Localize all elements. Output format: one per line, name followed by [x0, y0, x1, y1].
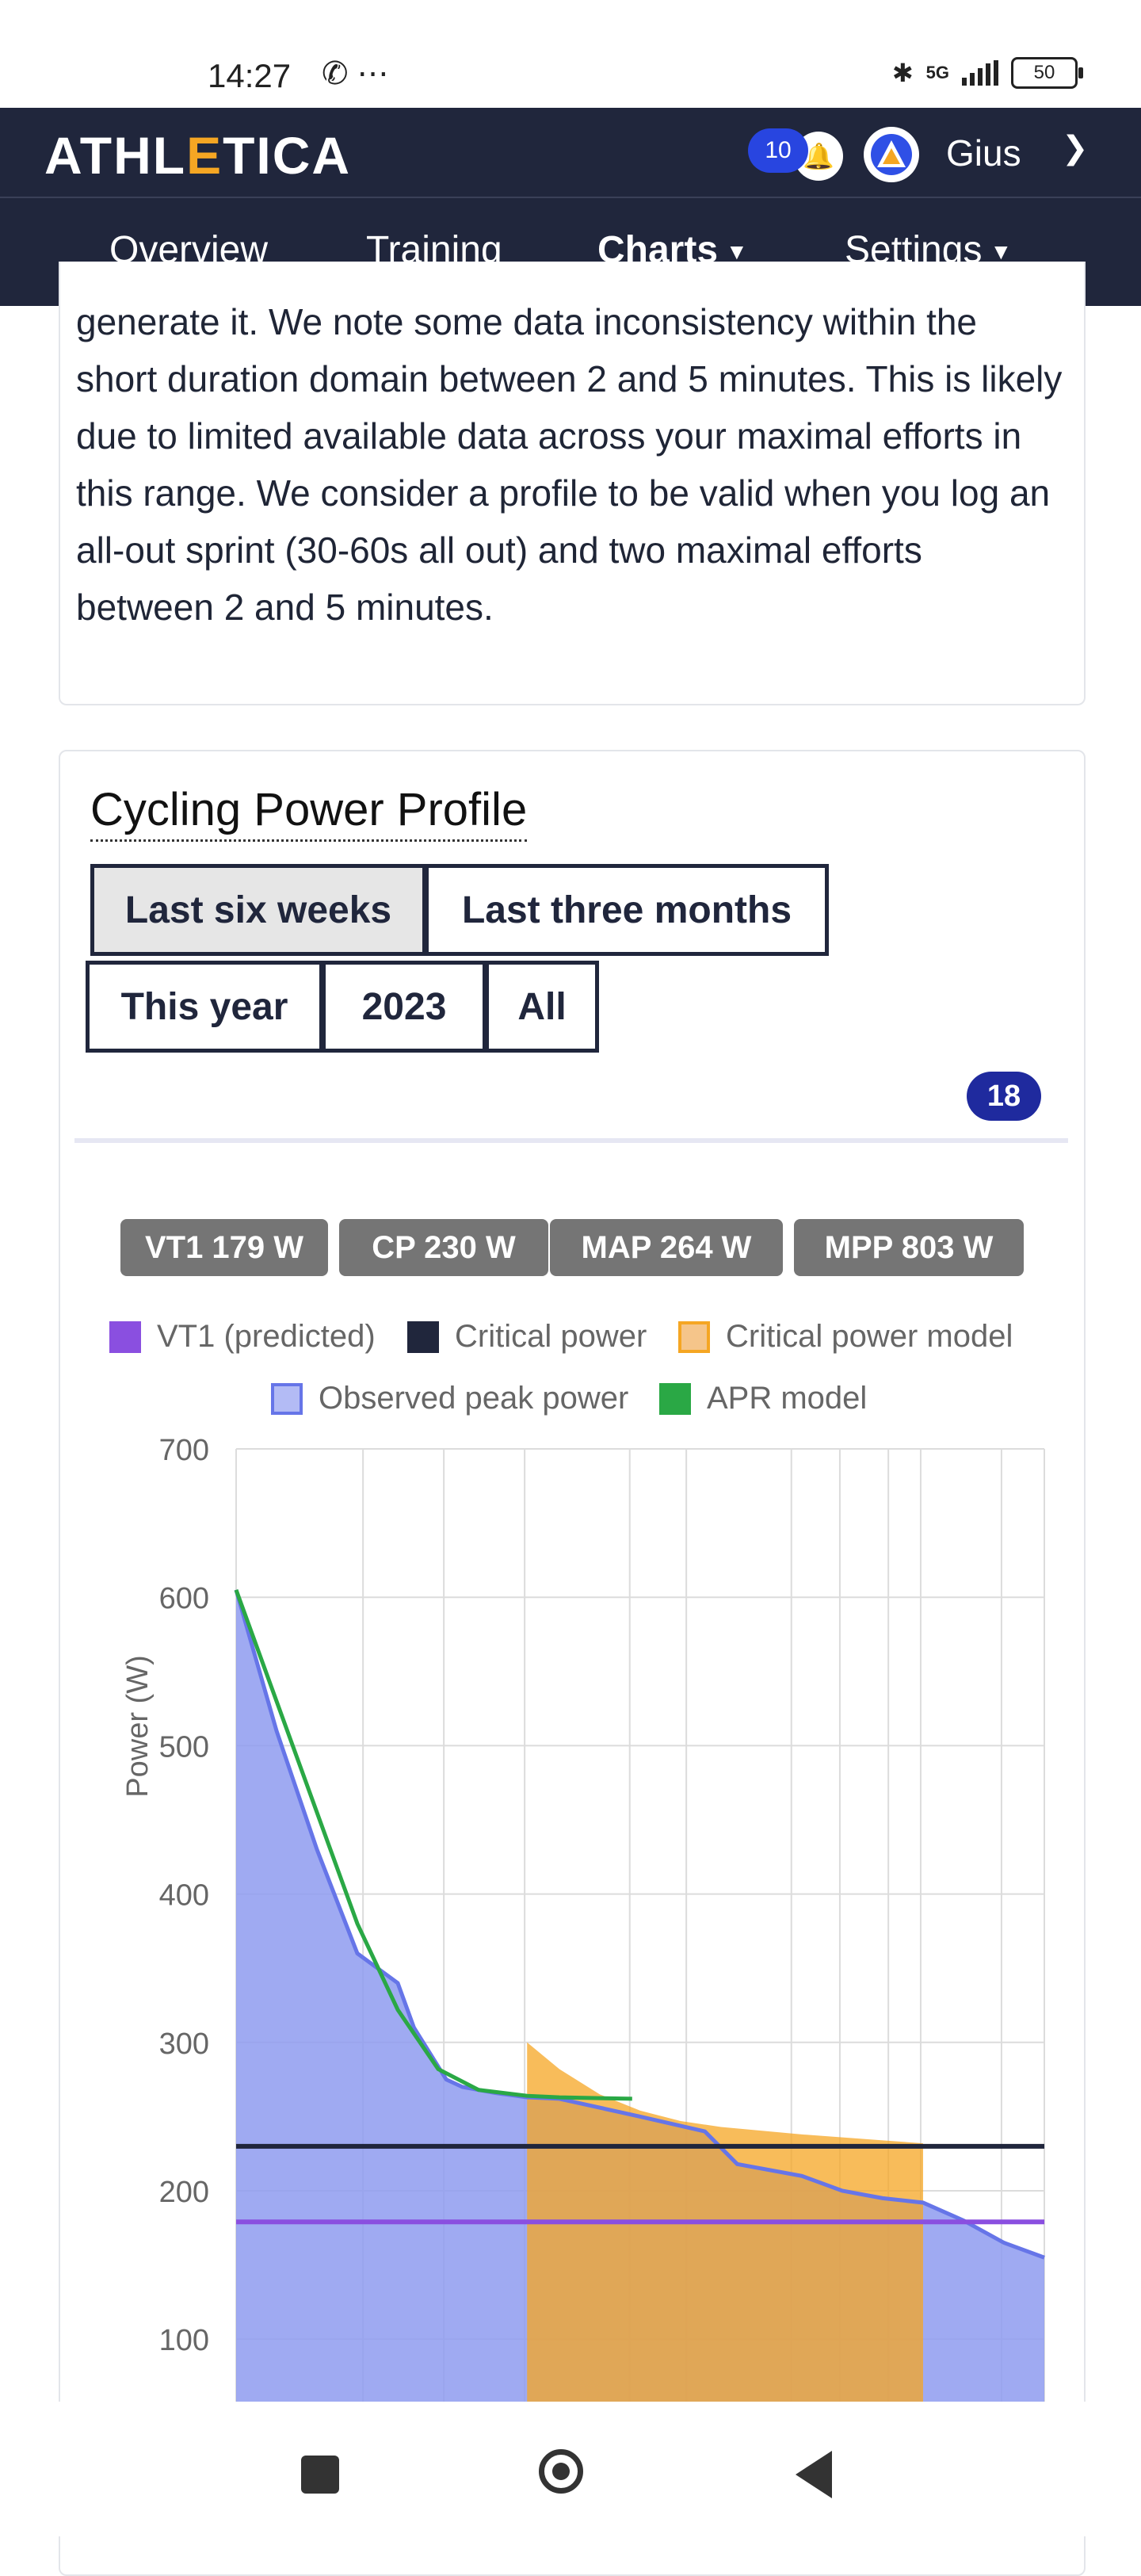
power-profile-card: Cycling Power Profile Last six weeks Las…	[59, 750, 1086, 2576]
y-tick-label: 700	[159, 1434, 209, 1467]
activity-count-badge: 18	[967, 1072, 1041, 1121]
status-bar: 14:27 ✆ ⋯ ✱ 5G 50	[0, 0, 1141, 108]
y-axis-label: Power (W)	[121, 1655, 155, 1797]
legend-apr-model[interactable]: APR model	[659, 1381, 867, 1416]
status-icons: ✱ 5G 50	[891, 57, 1083, 89]
status-time: 14:27	[208, 57, 292, 94]
legend-critical-power[interactable]: Critical power	[407, 1319, 647, 1355]
y-tick-label: 500	[159, 1730, 209, 1764]
user-name[interactable]: Gius	[946, 132, 1021, 174]
recents-icon[interactable]	[301, 2456, 339, 2494]
app-logo[interactable]: ATHLETICA	[44, 126, 352, 185]
notification-count-badge: 10	[748, 128, 808, 173]
power-profile-chart: 100 200 300 400 500 600 700 Power (W)	[121, 1434, 1045, 2406]
caret-down-icon: ▼	[726, 239, 748, 265]
metric-cp-pill: CP 230 W	[339, 1219, 548, 1276]
home-icon[interactable]	[539, 2449, 583, 2494]
range-last-three-months-button[interactable]: Last three months	[425, 864, 829, 956]
series-line-apr-model	[234, 1588, 632, 2101]
caret-down-icon: ▼	[990, 239, 1013, 265]
chevron-down-icon[interactable]: ❯	[1062, 131, 1089, 166]
bluetooth-icon: ✱	[891, 59, 914, 87]
system-nav-bar	[0, 2402, 1141, 2536]
legend-swatch	[109, 1320, 141, 1353]
y-tick-label: 200	[159, 2176, 209, 2209]
back-icon[interactable]	[796, 2451, 832, 2498]
y-tick-label: 100	[159, 2324, 209, 2357]
range-all-button[interactable]: All	[485, 961, 599, 1053]
y-tick-label: 300	[159, 2028, 209, 2061]
range-last-six-weeks-button[interactable]: Last six weeks	[90, 864, 426, 956]
legend-swatch	[271, 1382, 303, 1415]
legend-cp-model[interactable]: Critical power model	[678, 1319, 1013, 1355]
metric-map-pill: MAP 264 W	[550, 1219, 783, 1276]
y-tick-label: 400	[159, 1879, 209, 1913]
notifications-button[interactable]: 🔔 10	[748, 124, 843, 184]
network-label: 5G	[925, 63, 949, 82]
battery-icon: 50	[1011, 57, 1083, 89]
avatar[interactable]	[864, 127, 919, 182]
profile-note-text: generate it. We note some data inconsist…	[76, 301, 1063, 628]
divider	[74, 1138, 1068, 1143]
range-this-year-button[interactable]: This year	[86, 961, 323, 1053]
athletica-avatar-icon	[871, 134, 912, 175]
app-header: ATHLETICA 🔔 10 Gius ❯	[0, 108, 1141, 197]
legend-swatch	[678, 1320, 710, 1353]
y-tick-label: 600	[159, 1582, 209, 1615]
whatsapp-icon: ✆ ⋯	[322, 56, 389, 91]
legend-observed-peak-power[interactable]: Observed peak power	[271, 1381, 628, 1416]
metric-mpp-pill: MPP 803 W	[794, 1219, 1024, 1276]
legend-swatch	[659, 1382, 691, 1415]
legend-swatch	[407, 1320, 439, 1353]
signal-icon	[962, 60, 998, 86]
chart-card-title[interactable]: Cycling Power Profile	[90, 783, 528, 842]
profile-note-card: generate it. We note some data inconsist…	[59, 262, 1086, 705]
legend-vt1[interactable]: VT1 (predicted)	[109, 1319, 376, 1355]
range-2023-button[interactable]: 2023	[322, 961, 487, 1053]
metric-vt1-pill: VT1 179 W	[120, 1219, 328, 1276]
